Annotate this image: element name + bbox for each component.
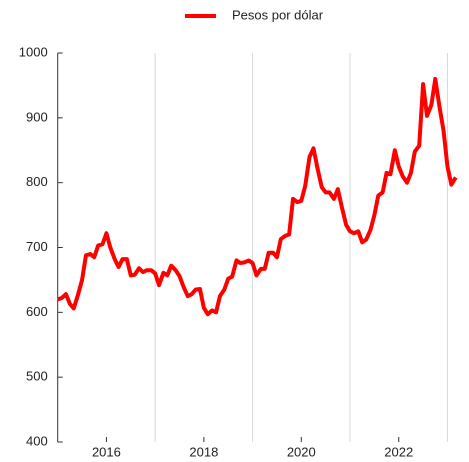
y-tick-label: 400	[26, 433, 48, 448]
y-tick-label: 800	[26, 174, 48, 189]
legend-label: Pesos por dólar	[232, 7, 324, 22]
x-tick-label: 2016	[92, 444, 121, 459]
y-tick-label: 1000	[19, 44, 48, 59]
x-tick-label: 2022	[384, 444, 413, 459]
y-tick-label: 700	[26, 239, 48, 254]
x-tick-label: 2018	[189, 444, 218, 459]
x-tick-label: 2020	[287, 444, 316, 459]
y-tick-label: 900	[26, 109, 48, 124]
y-tick-label: 500	[26, 369, 48, 384]
series-line	[57, 76, 458, 317]
y-tick-label: 600	[26, 304, 48, 319]
